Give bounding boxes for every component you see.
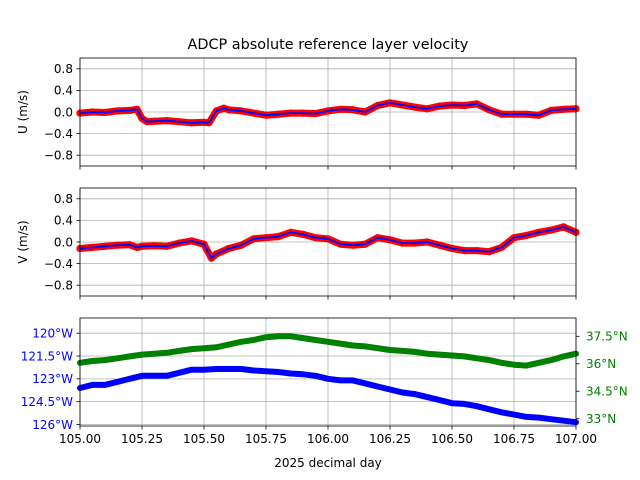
longitude-tick-label: 123°W xyxy=(32,372,73,386)
x-tick-label: 106.25 xyxy=(369,432,411,446)
u-y-axis-label: U (m/s) xyxy=(16,90,30,134)
x-tick-label: 105.75 xyxy=(245,432,287,446)
x-tick-label: 106.50 xyxy=(431,432,473,446)
position-panel: 105.00 105.25 105.50 105.75 106.00 106.25 106.… xyxy=(21,317,628,446)
u-y-tick-label: 0.0 xyxy=(54,105,73,119)
x-axis-label: 2025 decimal day xyxy=(274,456,382,470)
v-y-tick-label: 0.0 xyxy=(54,235,73,249)
v-axes-frame xyxy=(79,187,577,297)
v-y-tick-label: 0.8 xyxy=(54,192,73,206)
v-y-tick-label: −0.4 xyxy=(44,257,73,271)
u-y-tick-label: −0.4 xyxy=(44,127,73,141)
latitude-series-line xyxy=(77,333,579,369)
v-y-axis-label: V (m/s) xyxy=(16,220,30,263)
v-velocity-panel: 0.8 0.4 0.0 −0.4 −0.8 V (m/s) xyxy=(16,187,580,300)
u-y-tick-label: 0.4 xyxy=(54,84,73,98)
position-axes-frame xyxy=(79,317,577,427)
x-tick-label: 107.00 xyxy=(555,432,597,446)
chart-title: ADCP absolute reference layer velocity xyxy=(188,37,469,53)
u-velocity-panel: 0.8 0.4 0.0 −0.4 −0.8 U (m/s) xyxy=(16,57,580,170)
x-tick-label: 105.00 xyxy=(59,432,101,446)
u-series-line xyxy=(79,101,577,124)
u-y-tick-label: 0.8 xyxy=(54,62,73,76)
latitude-tick-label: 36°N xyxy=(586,357,616,371)
v-y-tick-label: 0.4 xyxy=(54,214,73,228)
u-y-tick-label: −0.8 xyxy=(44,149,73,163)
longitude-tick-label: 121.5°W xyxy=(21,349,73,363)
longitude-tick-label: 120°W xyxy=(32,327,73,341)
latitude-tick-label: 33°N xyxy=(586,412,616,426)
longitude-tick-label: 124.5°W xyxy=(21,395,73,409)
latitude-tick-label: 37.5°N xyxy=(586,330,628,344)
latitude-tick-label: 34.5°N xyxy=(586,385,628,399)
u-axes-frame xyxy=(79,57,577,167)
x-tick-label: 106.75 xyxy=(493,432,535,446)
longitude-series-line xyxy=(77,366,579,426)
v-y-tick-label: −0.8 xyxy=(44,279,73,293)
longitude-tick-label: 126°W xyxy=(32,418,73,432)
x-tick-label: 106.00 xyxy=(307,432,349,446)
x-tick-label: 105.25 xyxy=(121,432,163,446)
x-tick-label: 105.50 xyxy=(183,432,225,446)
v-series-line xyxy=(79,225,577,260)
